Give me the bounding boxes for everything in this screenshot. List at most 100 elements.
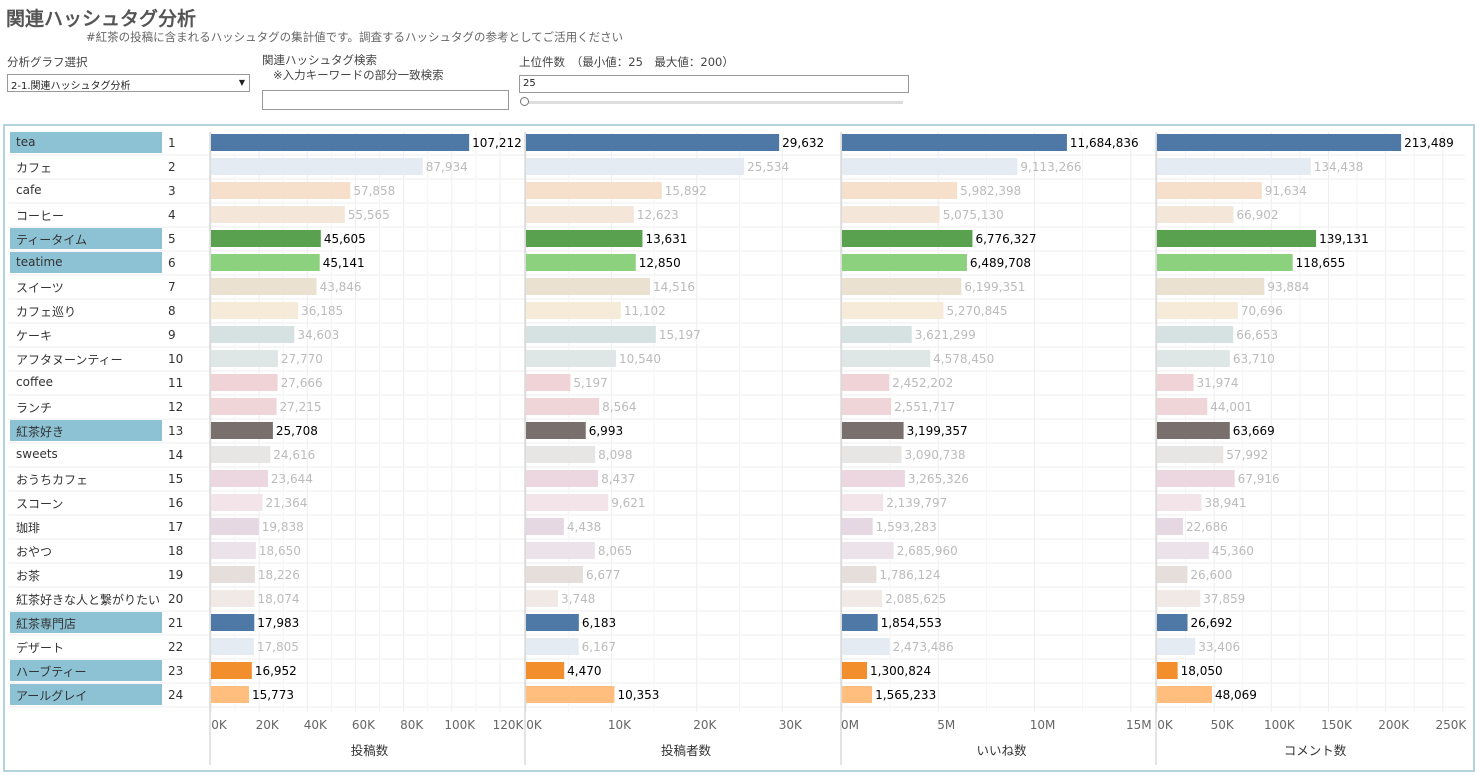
data-label: 18,074 <box>258 592 300 606</box>
row-tag-label[interactable]: coffee <box>16 375 53 389</box>
bar <box>842 206 940 223</box>
x-tick-label: 100K <box>1264 718 1296 732</box>
bar <box>842 422 904 439</box>
row-rank: 22 <box>168 640 184 654</box>
bar <box>526 446 596 463</box>
row-tag-label[interactable]: デザート <box>16 641 65 655</box>
topn-slider-track[interactable] <box>523 101 903 104</box>
bar <box>1157 302 1238 319</box>
data-label: 11,684,836 <box>1070 136 1139 150</box>
row-rank: 21 <box>168 616 184 630</box>
bar <box>842 134 1067 151</box>
data-label: 17,805 <box>257 640 299 654</box>
data-label: 55,565 <box>348 208 390 222</box>
data-label: 25,708 <box>276 424 318 438</box>
row-rank: 16 <box>168 496 184 510</box>
row-tag-label[interactable]: 珈琲 <box>16 521 41 535</box>
bar <box>211 422 273 439</box>
data-label: 118,655 <box>1296 256 1346 270</box>
row-tag-label[interactable]: ケーキ <box>16 329 53 343</box>
row-rank: 4 <box>168 208 176 222</box>
row-rank: 6 <box>168 256 176 270</box>
row-tag-label[interactable]: アールグレイ <box>10 684 162 705</box>
row-tag-label[interactable]: お茶 <box>16 569 41 583</box>
row-tag-label[interactable]: sweets <box>16 447 58 461</box>
data-label: 5,982,398 <box>960 184 1021 198</box>
x-tick-label: 5M <box>937 718 955 732</box>
data-label: 87,934 <box>426 160 468 174</box>
x-tick-label: 250K <box>1435 718 1467 732</box>
row-tag-label[interactable]: アフタヌーンティー <box>16 353 123 367</box>
row-tag-label[interactable]: 紅茶好き <box>10 420 162 441</box>
data-label: 6,167 <box>582 640 616 654</box>
data-label: 67,916 <box>1238 472 1280 486</box>
bar <box>211 446 271 463</box>
row-tag-label[interactable]: ランチ <box>16 401 53 415</box>
bar <box>211 158 423 175</box>
row-tag-label[interactable]: ティータイム <box>10 228 162 249</box>
row-tag-label[interactable]: おうちカフェ <box>16 473 89 487</box>
data-label: 8,437 <box>601 472 635 486</box>
x-tick-label: 120K <box>493 718 525 732</box>
data-label: 16,952 <box>255 664 297 678</box>
data-label: 4,578,450 <box>933 352 994 366</box>
bar <box>1157 662 1178 679</box>
data-label: 4,438 <box>567 520 601 534</box>
row-tag-label[interactable]: カフェ巡り <box>16 305 77 319</box>
bar <box>211 494 263 511</box>
row-tag-label[interactable]: カフェ <box>16 161 53 175</box>
row-rank: 11 <box>168 376 184 390</box>
data-label: 1,565,233 <box>875 688 936 702</box>
x-axis-title: コメント数 <box>1284 743 1347 758</box>
bar <box>1157 182 1262 199</box>
data-label: 18,226 <box>258 568 300 582</box>
row-tag-label[interactable]: tea <box>10 132 162 153</box>
row-rank: 10 <box>168 352 184 366</box>
bar <box>1157 518 1183 535</box>
data-label: 31,974 <box>1197 376 1239 390</box>
data-label: 26,692 <box>1191 616 1233 630</box>
data-label: 2,551,717 <box>894 400 955 414</box>
bar <box>211 470 268 487</box>
bar <box>1157 230 1317 247</box>
x-tick-label: 20K <box>693 718 717 732</box>
bar <box>526 350 617 367</box>
graph-select-dropdown[interactable]: 2-1.関連ハッシュタグ分析 ▼ <box>7 74 250 92</box>
data-label: 2,473,486 <box>893 640 954 654</box>
row-tag-label[interactable]: 紅茶専門店 <box>10 612 162 633</box>
row-rank: 17 <box>168 520 184 534</box>
bar <box>211 350 278 367</box>
row-rank: 14 <box>168 448 184 462</box>
topn-slider-thumb[interactable] <box>520 97 529 106</box>
bar <box>526 638 579 655</box>
page-subtitle: #紅茶の投稿に含まれるハッシュタグの集計値です。調査するハッシュタグの参考として… <box>86 30 624 44</box>
row-tag-label[interactable]: スコーン <box>16 497 64 511</box>
bar <box>211 206 345 223</box>
bar <box>842 254 967 271</box>
row-tag-label[interactable]: cafe <box>16 183 42 197</box>
data-label: 37,859 <box>1203 592 1245 606</box>
row-tag-label[interactable]: 紅茶好きな人と繋がりたい <box>16 593 161 607</box>
data-label: 4,470 <box>567 664 601 678</box>
row-tag-label[interactable]: おやつ <box>16 545 53 559</box>
data-label: 5,197 <box>573 376 607 390</box>
data-label: 12,623 <box>637 208 679 222</box>
row-tag-label[interactable]: teatime <box>10 252 162 273</box>
bar <box>526 566 584 583</box>
row-tag-label[interactable]: コーヒー <box>16 209 65 223</box>
search-input[interactable] <box>262 90 509 110</box>
row-tag-label[interactable]: スイーツ <box>16 281 64 295</box>
row-tag-label[interactable]: ハーブティー <box>10 660 162 681</box>
data-label: 33,406 <box>1198 640 1240 654</box>
bar <box>211 566 255 583</box>
data-label: 13,631 <box>645 232 687 246</box>
x-tick-label: 0K <box>526 718 543 732</box>
topn-input[interactable]: 25 <box>519 75 909 93</box>
bar <box>842 374 890 391</box>
bar <box>211 302 299 319</box>
row-rank: 1 <box>168 136 176 150</box>
bar <box>211 638 254 655</box>
row-rank: 15 <box>168 472 184 486</box>
data-label: 15,197 <box>659 328 701 342</box>
